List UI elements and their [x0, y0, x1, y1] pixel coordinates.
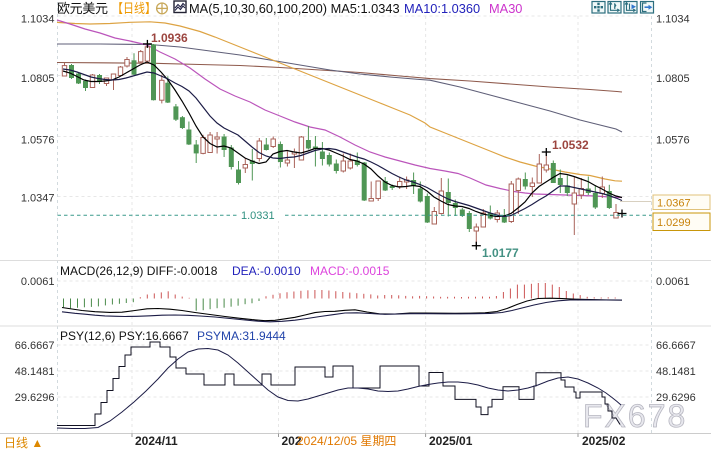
svg-text:1.0367: 1.0367 — [657, 198, 691, 210]
svg-text:1.0576: 1.0576 — [21, 135, 55, 147]
svg-text:DEA:-0.0010: DEA:-0.0010 — [232, 264, 301, 278]
svg-text:2025/02: 2025/02 — [582, 434, 626, 448]
svg-text:2025/01: 2025/01 — [429, 434, 473, 448]
svg-text:2024/11: 2024/11 — [135, 434, 178, 448]
svg-text:0.0061: 0.0061 — [21, 276, 55, 288]
svg-text:202: 202 — [282, 434, 302, 448]
svg-text:1.1034: 1.1034 — [656, 14, 690, 26]
svg-text:48.1481: 48.1481 — [656, 366, 696, 378]
svg-text:MA10:1.0360: MA10:1.0360 — [404, 1, 480, 16]
svg-text:1.0936: 1.0936 — [151, 31, 188, 45]
svg-text:MACD(26,12,9) DIFF:-0.0018: MACD(26,12,9) DIFF:-0.0018 — [60, 264, 218, 278]
svg-text:29.6296: 29.6296 — [15, 392, 55, 404]
svg-text:1.0177: 1.0177 — [482, 246, 519, 260]
svg-text:PSY(12,6) PSY:16.6667: PSY(12,6) PSY:16.6667 — [60, 329, 189, 343]
svg-text:29.6296: 29.6296 — [656, 392, 696, 404]
svg-text:1.0347: 1.0347 — [21, 193, 55, 205]
svg-text:1.0532: 1.0532 — [552, 138, 589, 152]
svg-text:1.0805: 1.0805 — [656, 73, 690, 85]
svg-text:FX678: FX678 — [583, 398, 687, 434]
svg-text:66.6667: 66.6667 — [656, 340, 696, 352]
svg-text:欧元美元: 欧元美元 — [57, 1, 108, 16]
svg-text:1.0299: 1.0299 — [657, 217, 691, 229]
svg-text:1.1034: 1.1034 — [21, 14, 55, 26]
svg-text:66.6667: 66.6667 — [15, 340, 55, 352]
svg-text:1.0331: 1.0331 — [241, 210, 275, 222]
svg-text:MACD:-0.0015: MACD:-0.0015 — [310, 264, 390, 278]
svg-text:日线 ▲: 日线 ▲ — [4, 436, 43, 450]
svg-text:【日线】: 【日线】 — [112, 1, 156, 16]
svg-text:MA30: MA30 — [489, 1, 522, 16]
svg-text:1.0805: 1.0805 — [21, 73, 55, 85]
svg-text:MA(5,10,30,60,100,200) MA5:1.0: MA(5,10,30,60,100,200) MA5:1.0343 — [189, 1, 400, 16]
svg-text:2024/12/05 星期四: 2024/12/05 星期四 — [297, 434, 396, 448]
svg-text:1.0576: 1.0576 — [656, 135, 690, 147]
svg-text:48.1481: 48.1481 — [15, 366, 55, 378]
svg-text:PSYMA:31.9444: PSYMA:31.9444 — [197, 329, 286, 343]
svg-text:0.0061: 0.0061 — [656, 276, 690, 288]
